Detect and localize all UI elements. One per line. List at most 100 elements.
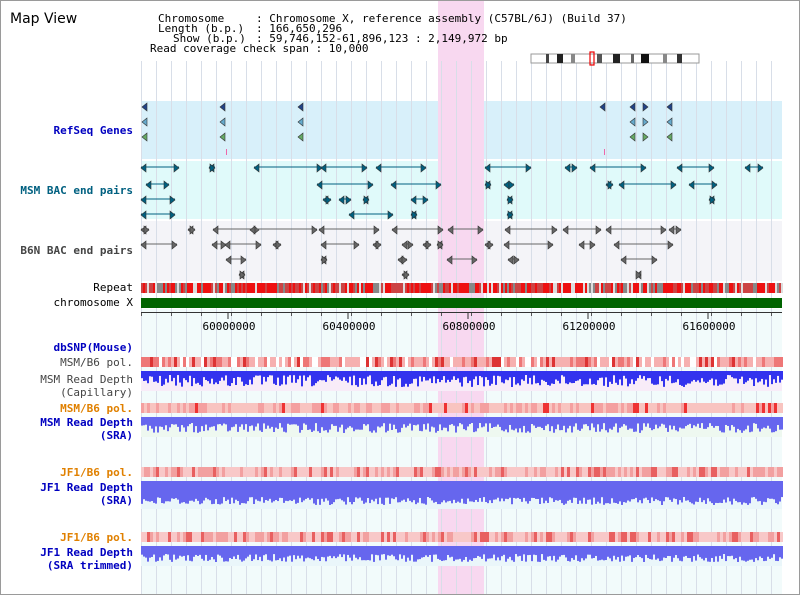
polymorphism-cell — [561, 467, 564, 477]
read-depth-bar — [603, 417, 605, 424]
read-depth-bar — [385, 546, 387, 560]
read-depth-bar — [763, 481, 765, 502]
repeat-segment — [683, 283, 685, 293]
repeat-segment — [223, 283, 225, 293]
repeat-segment — [235, 283, 237, 293]
read-depth-bar — [479, 371, 481, 376]
repeat-segment — [613, 283, 615, 293]
repeat-segment — [373, 283, 375, 293]
read-depth-bar — [571, 481, 573, 503]
polymorphism-cell — [768, 467, 771, 477]
read-depth-bar — [517, 481, 519, 498]
polymorphism-cell — [249, 403, 252, 413]
polymorphism-cell — [267, 532, 270, 542]
repeat-segment — [515, 283, 517, 293]
polymorphism-cell — [195, 357, 198, 367]
repeat-segment — [759, 283, 761, 293]
polymorphism-cell — [675, 403, 678, 413]
read-depth-bar — [259, 546, 261, 557]
read-depth-bar — [779, 371, 781, 383]
polymorphism-cell — [243, 532, 246, 542]
read-depth-bar — [287, 546, 289, 557]
polymorphism-cell — [459, 467, 462, 477]
repeat-segment — [257, 283, 259, 293]
repeat-segment — [577, 283, 579, 293]
read-depth-bar — [649, 546, 651, 560]
b6n-bac-pair-end — [503, 240, 510, 250]
read-depth-bar — [295, 546, 297, 560]
repeat-segment — [757, 283, 759, 293]
read-depth-bar — [691, 481, 693, 504]
read-depth-bar — [363, 481, 365, 504]
read-depth-bar — [197, 417, 199, 433]
read-depth-bar — [299, 546, 301, 559]
read-depth-bar — [397, 546, 399, 561]
polymorphism-cell — [579, 357, 582, 367]
polymorphism-cell — [729, 467, 732, 477]
read-depth-bar — [169, 417, 171, 428]
polymorphism-cell — [237, 357, 240, 367]
repeat-segment — [497, 283, 499, 293]
read-depth-bar — [375, 481, 377, 499]
read-depth-bar — [143, 371, 145, 381]
polymorphism-cell — [237, 467, 240, 477]
polymorphism-cell — [570, 467, 573, 477]
read-depth-bar — [509, 481, 511, 498]
msm-bac-pair-end — [420, 163, 427, 173]
read-depth-bar — [737, 417, 739, 429]
repeat-segment — [579, 283, 581, 293]
repeat-segment — [153, 283, 155, 293]
read-depth-bar — [663, 417, 665, 425]
repeat-segment — [643, 283, 645, 293]
repeat-segment — [595, 283, 597, 293]
read-depth-bar — [659, 417, 661, 427]
read-depth-bar — [143, 546, 145, 557]
read-depth-bar — [491, 481, 493, 504]
repeat-segment — [219, 283, 221, 293]
read-depth-bar — [475, 481, 477, 500]
polymorphism-cell — [531, 403, 534, 413]
polymorphism-cell — [627, 532, 630, 542]
polymorphism-cell — [384, 357, 387, 367]
label-jf1-b6-pol-2: JF1/B6 pol. — [60, 531, 133, 544]
polymorphism-cell — [441, 532, 444, 542]
msm-bac-pair-end — [744, 163, 751, 173]
msm-bac-pair-end — [363, 195, 370, 205]
msm-bac-pair-end — [484, 163, 491, 173]
read-depth-bar — [215, 546, 217, 562]
polymorphism-cell — [213, 532, 216, 542]
polymorphism-cell — [462, 403, 465, 413]
read-depth-bar — [221, 417, 223, 426]
read-depth-bar — [559, 371, 561, 384]
polymorphism-cell — [642, 532, 645, 542]
read-depth-bar — [641, 417, 643, 431]
read-depth-bar — [219, 481, 221, 505]
b6n-bac-pair-end — [513, 255, 520, 265]
polymorphism-cell — [447, 467, 450, 477]
polymorphism-cell — [753, 532, 756, 542]
read-depth-bar — [721, 481, 723, 504]
read-depth-bar — [731, 546, 733, 556]
read-depth-bar — [569, 371, 571, 383]
repeat-segment — [283, 283, 285, 293]
read-depth-bar — [333, 546, 335, 557]
polymorphism-cell — [588, 532, 591, 542]
msm-bac-pair-end — [361, 163, 368, 173]
read-depth-bar — [505, 417, 507, 430]
read-depth-bar — [743, 546, 745, 561]
repeat-segment — [529, 283, 531, 293]
read-depth-bar — [175, 371, 177, 386]
repeat-segment — [307, 283, 309, 293]
read-depth-bar — [443, 546, 445, 561]
read-depth-bar — [781, 481, 783, 498]
polymorphism-cell — [300, 532, 303, 542]
read-depth-bar — [293, 417, 295, 425]
read-depth-bar — [541, 546, 543, 555]
read-depth-bar — [761, 546, 763, 559]
polymorphism-cell — [639, 532, 642, 542]
polymorphism-cell — [333, 532, 336, 542]
polymorphism-cell — [606, 467, 609, 477]
polymorphism-cell — [579, 403, 582, 413]
read-depth-bar — [529, 417, 531, 433]
